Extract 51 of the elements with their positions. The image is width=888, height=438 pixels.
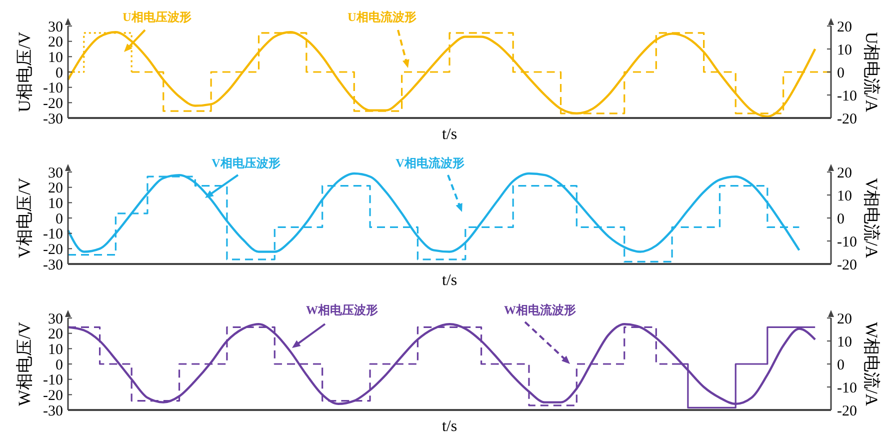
y-axis-title: U相电压/V bbox=[14, 31, 34, 112]
y2-tick-label: 10 bbox=[837, 42, 852, 58]
y2-tick-label: -10 bbox=[837, 380, 857, 396]
y2-tick-label: -20 bbox=[837, 111, 857, 128]
y-tick-label: 10 bbox=[48, 50, 63, 66]
y-tick-label: 30 bbox=[48, 19, 63, 36]
y-tick-label: 20 bbox=[48, 34, 63, 51]
y2-tick-label: 20 bbox=[837, 19, 852, 36]
x-axis-title: t/s bbox=[442, 126, 458, 143]
y2-axis-title: V相电流/A bbox=[862, 178, 882, 259]
y2-tick-label: 10 bbox=[837, 334, 852, 350]
y2-tick-label: 0 bbox=[837, 357, 844, 374]
y2-tick-label: 20 bbox=[837, 311, 852, 328]
y-tick-label: 10 bbox=[48, 196, 63, 212]
y2-tick-label: 20 bbox=[837, 165, 852, 182]
y-axis-title: V相电压/V bbox=[14, 177, 34, 258]
y-tick-label: 20 bbox=[48, 326, 63, 343]
y-tick-label: 10 bbox=[48, 342, 63, 358]
y-tick-label: -20 bbox=[43, 96, 63, 112]
y-tick-label: 0 bbox=[56, 65, 63, 82]
text: W相电压波形 bbox=[306, 303, 378, 318]
text: W相电流波形 bbox=[504, 303, 576, 318]
y-tick-label: -20 bbox=[43, 242, 63, 258]
text: V相电流波形 bbox=[396, 156, 464, 170]
text: V相电压波形 bbox=[212, 156, 280, 170]
y2-axis-title: W相电流/A bbox=[862, 322, 882, 407]
y2-tick-label: -20 bbox=[837, 403, 857, 420]
y2-tick-label: 0 bbox=[837, 65, 844, 82]
y2-tick-label: -10 bbox=[837, 234, 857, 250]
y2-tick-label: 10 bbox=[837, 188, 852, 204]
y-tick-label: 30 bbox=[48, 165, 63, 182]
x-axis-title: t/s bbox=[442, 272, 458, 289]
text: U相电流波形 bbox=[348, 10, 416, 24]
y-tick-label: -30 bbox=[43, 257, 63, 274]
y-tick-label: -20 bbox=[43, 388, 63, 404]
y-tick-label: -10 bbox=[43, 372, 63, 389]
y-tick-label: 0 bbox=[56, 357, 63, 374]
y2-tick-label: -10 bbox=[837, 88, 857, 104]
y-tick-label: -30 bbox=[43, 403, 63, 420]
y-tick-label: -30 bbox=[43, 111, 63, 128]
y-tick-label: 0 bbox=[56, 211, 63, 228]
y2-axis-title: U相电流/A bbox=[862, 32, 882, 113]
y-tick-label: -10 bbox=[43, 80, 63, 97]
x-axis-title: t/s bbox=[442, 418, 458, 435]
y2-tick-label: -20 bbox=[837, 257, 857, 274]
y2-tick-label: 0 bbox=[837, 211, 844, 228]
y-axis-title: W相电压/V bbox=[14, 321, 34, 406]
y-tick-label: -10 bbox=[43, 226, 63, 243]
y-tick-label: 30 bbox=[48, 311, 63, 328]
text: U相电压波形 bbox=[122, 10, 192, 24]
y-tick-label: 20 bbox=[48, 180, 63, 197]
